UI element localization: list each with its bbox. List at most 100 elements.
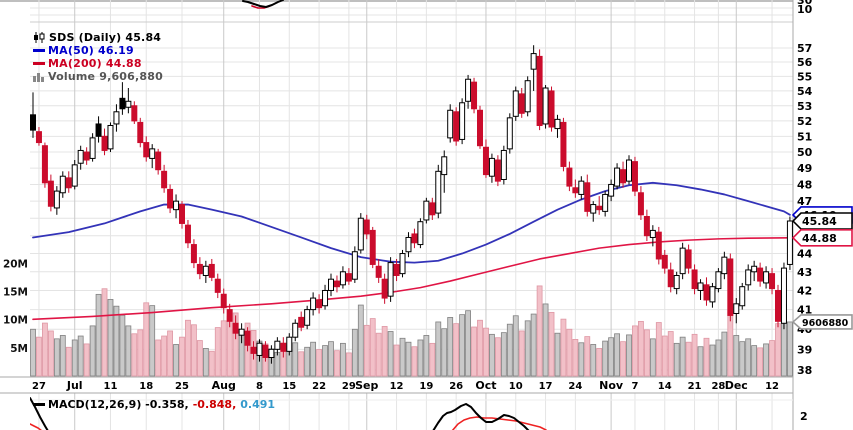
candle-body [333, 280, 340, 288]
date-axis-label: Oct [475, 379, 496, 392]
candle-body [369, 229, 376, 265]
volume-bar [763, 343, 769, 377]
ma50-line-icon [33, 49, 45, 52]
candle-body [679, 247, 686, 275]
candle-body [572, 187, 579, 194]
candle-body [405, 236, 412, 253]
volume-bar [208, 350, 215, 377]
volume-bar [691, 333, 698, 377]
price-axis-label: 49 [797, 162, 812, 175]
candle-body [387, 262, 394, 297]
candle-body [631, 161, 638, 192]
candle-body [196, 263, 203, 275]
volume-bar [381, 326, 388, 377]
candle-body [238, 328, 245, 336]
legend-ma200-row: MA(200) 44.88 [33, 57, 163, 70]
candle-body [727, 258, 734, 316]
candle-body [202, 265, 209, 276]
candle-body [482, 146, 489, 176]
candle-body [757, 267, 764, 282]
volume-bar [304, 346, 311, 377]
candle-body [214, 278, 221, 293]
date-axis-label: 12 [390, 381, 404, 392]
volume-bar [334, 350, 340, 377]
date-axis-label: 7 [631, 381, 638, 392]
candle-body [226, 309, 233, 322]
candle-body [53, 190, 60, 209]
date-axis-label: 18 [139, 381, 153, 392]
volume-axis-label: 20M [3, 258, 28, 270]
candle-body [179, 204, 185, 224]
price-axis-label: 43 [797, 266, 812, 279]
candle-body [733, 303, 740, 314]
legend-symbol-row: SDS (Daily) 45.84 [33, 31, 163, 44]
candle-body [608, 183, 615, 197]
volume-bar [423, 335, 430, 377]
volume-bar [459, 314, 466, 377]
volume-bar [596, 348, 603, 377]
candle-body [453, 111, 460, 142]
date-axis-label: 22 [312, 381, 326, 392]
candle-body [673, 274, 680, 290]
candle-body [286, 336, 293, 352]
volume-bar [643, 329, 650, 377]
price-axis-label: 48 [797, 178, 812, 191]
candle-body [471, 81, 478, 110]
candle-body [721, 256, 728, 275]
volume-bar [292, 342, 299, 377]
candle-body [494, 159, 501, 182]
macd-legend: MACD(12,26,9) -0.358, -0.848, 0.491 [33, 398, 275, 411]
volume-bar [155, 339, 162, 377]
candle-body [274, 340, 281, 350]
candle-body [661, 254, 668, 269]
volume-bar [697, 346, 704, 377]
candle-body [351, 251, 358, 280]
candle-body [775, 289, 781, 322]
volume-bar [357, 304, 364, 377]
date-axis-label: 15 [282, 381, 296, 392]
volume-bar [298, 351, 305, 377]
candle-body [322, 289, 329, 307]
candle-body [745, 269, 752, 286]
candle-body [584, 182, 591, 212]
volume-bar [77, 335, 84, 377]
date-axis-label: Sep [355, 379, 378, 392]
candle-body [149, 148, 156, 159]
volume-bar [328, 341, 334, 377]
price-axis-label: 56 [797, 56, 813, 69]
volume-bar [584, 336, 591, 377]
volume-bar [721, 331, 728, 377]
candle-body [590, 204, 597, 214]
candle-body [83, 151, 90, 161]
candle-body [262, 344, 269, 359]
candle-body [530, 53, 537, 70]
volume-bar [351, 328, 358, 377]
candle-body [250, 346, 257, 354]
candle-body [649, 229, 656, 238]
candle-body [518, 93, 525, 114]
price-axis-label: 41 [797, 304, 812, 317]
date-axis-label: 24 [568, 381, 582, 392]
volume-axis-label: 15M [3, 287, 28, 299]
symbol-label: SDS (Daily) 45.84 [49, 31, 162, 44]
volume-bar [661, 335, 668, 377]
volume-bar [375, 332, 382, 377]
price-tag [791, 212, 853, 230]
volume-bar [494, 337, 501, 377]
candle-body [411, 233, 418, 244]
candle-body [71, 164, 78, 187]
volume-bar [143, 302, 150, 377]
volume-bar [638, 320, 644, 377]
candle-body [143, 142, 150, 158]
date-axis-label: 26 [449, 381, 463, 392]
ma200-line-icon [33, 62, 45, 65]
candle-body [524, 80, 531, 113]
date-axis-label: Aug [212, 379, 236, 392]
price-axis-label: 51 [797, 130, 812, 143]
macd-label: MACD(12,26,9) -0.358, [48, 398, 189, 411]
volume-bar [107, 299, 114, 377]
date-axis-label: 25 [175, 381, 189, 392]
volume-bar [655, 322, 662, 377]
candle-body [381, 278, 388, 299]
